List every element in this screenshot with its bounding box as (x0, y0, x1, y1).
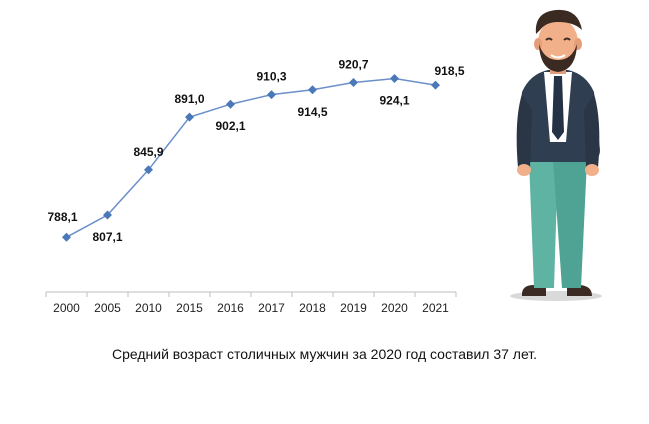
series-line-group (66, 77, 436, 238)
data-label: 902,1 (215, 119, 245, 133)
data-label: 918,5 (434, 64, 464, 78)
right-eye (563, 37, 571, 41)
x-tick-label: 2005 (94, 301, 121, 315)
left-eye (545, 37, 553, 41)
data-label: 845,9 (133, 145, 163, 159)
right-arm (584, 94, 600, 168)
tie (552, 76, 564, 140)
x-tick-label: 2015 (176, 301, 203, 315)
data-label: 788,1 (47, 210, 77, 224)
left-ear (534, 38, 542, 50)
data-point (267, 90, 276, 100)
head (538, 19, 578, 65)
data-point (226, 99, 235, 109)
x-tick-label: 2000 (53, 301, 80, 315)
beard (539, 44, 577, 72)
x-tick-label: 2018 (299, 301, 326, 315)
x-tick-label: 2016 (217, 301, 244, 315)
right-hand (585, 164, 599, 176)
data-label-group: 788,1 807,1 845,9 891,0 902,1 910,3 914,5 920,7… (47, 58, 464, 245)
data-label: 891,0 (174, 92, 204, 106)
data-label: 807,1 (92, 230, 122, 244)
data-label: 914,5 (297, 105, 327, 119)
data-point (144, 165, 153, 175)
right-trouser-leg (553, 160, 587, 288)
caption: Средний возраст столичных мужчин за 2020… (111, 346, 538, 362)
data-point (390, 74, 399, 84)
man-illustration (510, 9, 602, 301)
data-point (308, 85, 317, 95)
x-tick-label: 2010 (135, 301, 162, 315)
data-point (62, 232, 71, 242)
marker-group (62, 74, 440, 242)
x-tick-label: 2019 (340, 301, 367, 315)
data-point (103, 210, 112, 220)
data-label: 910,3 (256, 70, 286, 84)
data-point (185, 112, 194, 122)
data-point (349, 78, 358, 88)
left-trouser-leg (529, 160, 558, 288)
data-label: 924,1 (379, 94, 409, 108)
mouth (550, 54, 566, 59)
x-axis: 2000 2005 2010 2015 2016 2017 2018 2019 2020 2021 (45, 291, 457, 315)
x-tick-label: 2020 (381, 301, 408, 315)
x-tick-label: 2017 (258, 301, 285, 315)
left-hand (517, 164, 531, 176)
data-point (431, 80, 440, 90)
data-label: 920,7 (338, 58, 368, 72)
x-tick-label: 2021 (422, 301, 449, 315)
right-ear (574, 38, 582, 50)
hair (535, 9, 582, 35)
left-arm (516, 94, 532, 168)
series-line (66, 77, 436, 238)
